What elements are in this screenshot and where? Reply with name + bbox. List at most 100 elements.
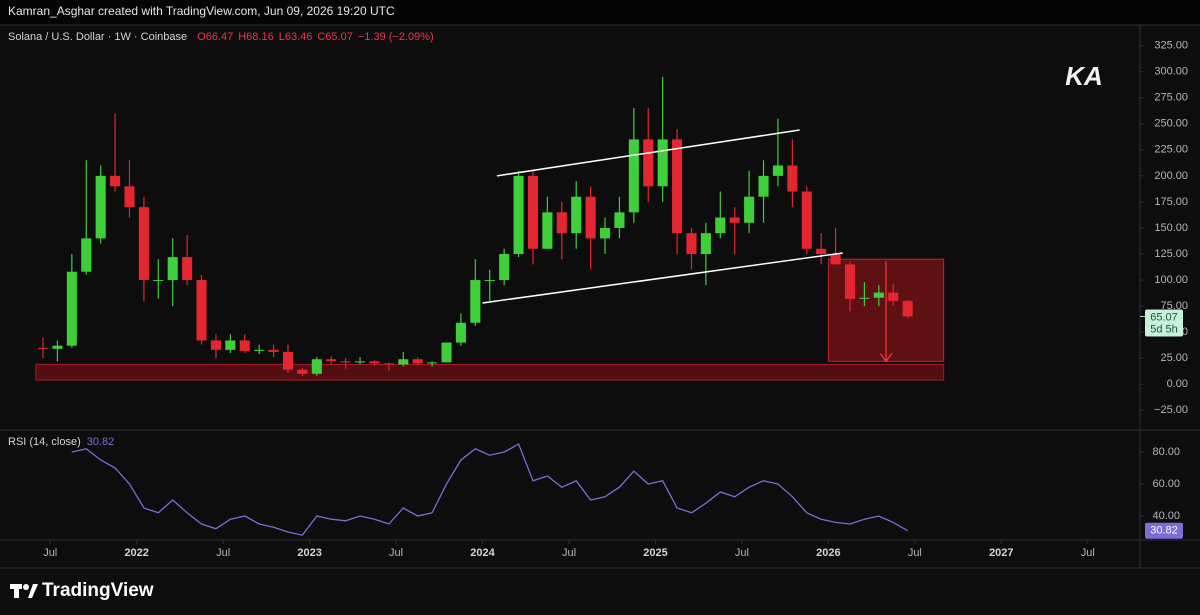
candle-body — [355, 361, 366, 363]
candle-body — [254, 349, 265, 351]
candle-body — [383, 363, 394, 365]
rsi-tick-label: 40.00 — [1152, 510, 1180, 522]
candle-body — [326, 359, 337, 362]
candle-body — [182, 257, 193, 281]
candle-body — [52, 345, 63, 349]
rsi-line — [71, 443, 908, 536]
candle-body — [787, 165, 798, 192]
x-tick-label: Jul — [43, 547, 57, 559]
candle-body — [700, 233, 711, 255]
x-tick-label: 2026 — [816, 547, 840, 559]
candle-body — [599, 227, 611, 239]
candle-body — [513, 175, 524, 255]
candle-body — [81, 238, 92, 272]
candle-body — [729, 217, 740, 223]
candle-body — [888, 292, 899, 301]
candle-body — [268, 349, 279, 352]
trendline — [496, 129, 800, 177]
y-tick-label: 25.00 — [1160, 352, 1188, 364]
legend-value: −1.39 (−2.09%) — [358, 31, 434, 43]
candles — [37, 76, 913, 376]
countdown-label: 5d 5h — [1150, 323, 1178, 335]
tv-logo — [10, 584, 38, 598]
candle-body — [297, 369, 308, 374]
candle-body — [585, 196, 596, 239]
candle-body — [556, 212, 567, 234]
arrow-head — [879, 352, 893, 363]
candle-body — [340, 361, 351, 363]
candle-body — [37, 347, 49, 349]
legend-value: O66.47 — [197, 31, 233, 43]
candle-body — [686, 233, 697, 255]
candle-body — [412, 359, 423, 364]
candle-body — [902, 300, 913, 317]
candle-body — [110, 175, 121, 187]
candle-body — [153, 280, 164, 282]
candle-body — [542, 212, 553, 249]
candle-body — [239, 340, 250, 351]
rsi-tick-label: 60.00 — [1152, 478, 1180, 490]
candle-body — [455, 322, 466, 343]
logo-part — [14, 584, 19, 598]
y-tick-label: 175.00 — [1154, 196, 1188, 208]
rsi-tick-label: 80.00 — [1152, 446, 1180, 458]
candle-body — [311, 359, 322, 374]
legend-value: C65.07 — [317, 31, 352, 43]
x-tick-label: Jul — [216, 547, 230, 559]
candle-body — [282, 351, 294, 370]
candle-body — [628, 139, 639, 213]
y-tick-label: 325.00 — [1154, 40, 1188, 52]
y-tick-label: 100.00 — [1154, 274, 1188, 286]
candle-body — [571, 196, 582, 234]
candle-body — [744, 196, 755, 223]
candle-body — [614, 212, 625, 228]
candle-body — [167, 257, 178, 281]
candle-body — [715, 217, 726, 234]
candle-body — [196, 280, 207, 341]
footer-brand: TradingView — [42, 580, 154, 601]
legend-value: L63.46 — [279, 31, 313, 43]
rsi-name: RSI (14, close) — [8, 436, 81, 448]
candle-body — [830, 254, 841, 265]
x-tick-label: 2024 — [470, 547, 495, 559]
logo-part — [28, 584, 38, 598]
price-tag-label: 65.07 — [1150, 311, 1178, 323]
y-tick-label: 300.00 — [1154, 66, 1188, 78]
candle-body — [499, 254, 510, 281]
y-tick-label: −25.00 — [1154, 404, 1188, 416]
y-tick-label: 125.00 — [1154, 248, 1188, 260]
rsi-value: 30.82 — [87, 436, 115, 448]
candle-body — [527, 175, 539, 249]
x-tick-label: Jul — [562, 547, 576, 559]
candle-body — [470, 280, 481, 323]
candle-body — [643, 139, 654, 187]
logo-part — [23, 584, 29, 590]
x-tick-label: Jul — [1081, 547, 1095, 559]
candle-body — [95, 175, 106, 239]
candle-body — [427, 362, 438, 364]
legend-value: H68.16 — [238, 31, 273, 43]
header-text: Kamran_Asghar created with TradingView.c… — [8, 4, 395, 18]
price-tag — [1145, 309, 1183, 337]
x-tick-label: Jul — [389, 547, 403, 559]
candle-body — [758, 175, 769, 197]
candle-body — [398, 359, 409, 365]
candle-body — [873, 292, 884, 298]
candle-body — [859, 297, 870, 299]
candle-body — [138, 207, 149, 281]
candle-body — [210, 340, 221, 350]
candle-body — [657, 139, 668, 187]
candle-body — [484, 280, 495, 282]
rsi-tag-label: 30.82 — [1150, 525, 1178, 537]
trendline — [482, 252, 843, 304]
watermark: KA — [1065, 61, 1103, 91]
candle-body — [672, 139, 683, 234]
y-tick-label: 0.00 — [1167, 378, 1188, 390]
x-tick-label: 2022 — [124, 547, 148, 559]
y-tick-label: 275.00 — [1154, 92, 1188, 104]
candle-body — [124, 186, 135, 208]
candle-body — [844, 264, 856, 299]
candle-body — [772, 165, 783, 176]
x-tick-label: Jul — [908, 547, 922, 559]
